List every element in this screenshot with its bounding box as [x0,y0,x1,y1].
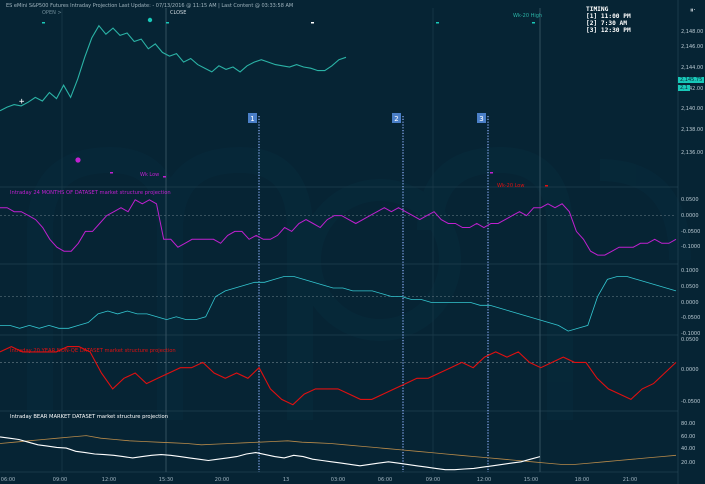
series-line [0,345,677,406]
axis-tick-label: 0.0500 [681,337,699,343]
axis-tick-label: 0.0000 [681,213,699,219]
time-tick-label: 21:00 [623,477,637,483]
zero-lines [0,215,676,363]
wk-low-right: Wk-20 Low [497,183,525,189]
crosshair-icon[interactable]: + [19,97,25,107]
time-tick-label: 06:00 [1,477,15,483]
timing-marker[interactable] [248,113,257,123]
series-line [0,199,677,256]
timing-title: TIMING [586,6,609,13]
open-label: OPEN > [42,10,62,16]
panel-title: Intraday BEAR MARKET DATASET market stru… [10,414,168,420]
price-tag-secondary: 2,1 [678,85,690,91]
series-layer [0,24,677,471]
axis-tick-label: -0.1000 [681,244,700,250]
time-tick-label: 15:30 [159,477,173,483]
level-tick [42,22,45,24]
time-tick-label: 18:00 [575,477,589,483]
time-tick-label: 12:00 [477,477,491,483]
level-tick [110,172,113,174]
timing-marker-label: 3 [479,115,483,123]
time-tick-label: 06:00 [378,477,392,483]
axis-tick-label: -0.0500 [681,315,700,321]
axis-tick-label: 2,142.00 [681,86,703,92]
wk-low-left: Wk Low [140,172,160,178]
time-tick-label: 03:00 [331,477,345,483]
series-line [0,24,347,112]
panel-separators [0,0,679,484]
panel-title: Intraday 24 MONTHS OF DATASET market str… [10,190,171,196]
timing-item-3: [3] 12:30 PM [586,27,631,34]
axis-tick-label: 80.00 [681,421,695,427]
level-tick [436,22,439,24]
axis-tick-label: 40.00 [681,446,695,452]
menu-icon[interactable]: ⏸· [690,6,696,14]
axis-tick-label: 2,144.00 [681,65,703,71]
time-axis: 06:00 09:00 12:00 15:30 20:00 13 03:00 06:00 09:… [1,477,637,483]
level-tick [490,172,493,174]
axis-tick-label: 2,140.00 [681,106,703,112]
level-tick [545,185,548,187]
level-tick [311,22,314,24]
session-lines [61,8,541,472]
timing-box: TIMING [1] 11:00 PM [2] 7:30 AM [3] 12:3… [586,6,631,34]
time-tick-label: 15:00 [524,477,538,483]
axis-tick-label: 2,138.00 [681,127,703,133]
time-tick-label: 12:00 [102,477,116,483]
timing-item-2: [2] 7:30 AM [586,20,627,27]
axis-tick-label: 0.0500 [681,197,699,203]
level-tick [166,22,169,24]
level-tick [532,22,535,24]
axis-tick-label: 0.1000 [681,268,699,274]
timing-marker-label: 2 [394,115,398,123]
watermark [27,146,691,420]
axis-tick-label: 0.0500 [681,284,699,290]
axis-tick-label: 2,146.00 [681,44,703,50]
series-line [0,436,541,471]
timing-marker[interactable] [477,113,486,123]
magenta-dot [75,157,81,163]
series-line [0,276,677,332]
axis-tick-label: 2,148.00 [681,29,703,35]
timing-item-1: [1] 11:00 PM [586,13,631,20]
close-label: CLOSE [170,10,187,16]
time-tick-label: 09:00 [426,477,440,483]
timing-lines: 1 2 3 [248,113,489,472]
panel-titles: Intraday 24 MONTHS OF DATASET market str… [10,22,548,420]
panel-title: Intraday 20 YEAR NON-QE DATASET market s… [10,348,176,354]
wk-high-label: Wk-20 High [513,13,543,19]
time-tick-label: 13 [283,477,289,483]
header-title: ES eMini S&P500 Futures Intraday Project… [6,3,294,9]
timing-marker[interactable] [392,113,401,123]
axis-tick-label: -0.0500 [681,399,700,405]
level-tick [163,176,166,178]
timing-marker-label: 1 [250,115,254,123]
axis-tick-label: -0.0500 [681,229,700,235]
axis-tick-label: 0.0000 [681,300,699,306]
axis-layer: 2,148.002,146.002,144.002,142.002,140.00… [681,29,703,466]
axis-tick-label: 60.00 [681,434,695,440]
axis-tick-label: 20.00 [681,460,695,466]
axis-tick-label: 0.0000 [681,367,699,373]
series-line [0,435,677,465]
teal-dot [147,17,153,23]
axis-tick-label: 2,136.00 [681,150,703,156]
axis-tick-label: -0.1000 [681,331,700,337]
time-tick-label: 20:00 [215,477,229,483]
time-tick-label: 09:00 [53,477,67,483]
price-tag: 2,145.75 [678,77,705,83]
